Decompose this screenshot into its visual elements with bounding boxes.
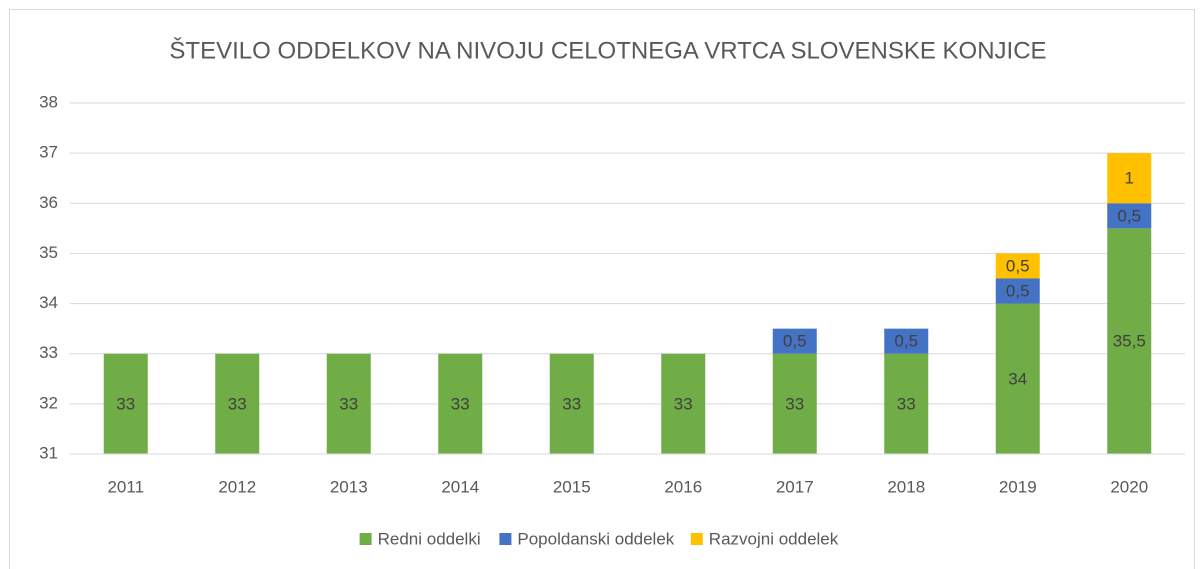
- y-tick-label: 37: [39, 143, 58, 162]
- bar-segment: [995, 278, 1040, 304]
- legend-swatch: [690, 533, 703, 545]
- bar-segment: [995, 253, 1040, 279]
- y-tick-label: 36: [39, 193, 58, 212]
- bar-segment: [772, 328, 817, 354]
- data-label: 33: [451, 394, 470, 413]
- bar-segment: [326, 353, 371, 454]
- bar-segment: [1107, 153, 1152, 204]
- x-tick-label: 2016: [664, 477, 702, 496]
- x-tick-label: 2017: [776, 477, 814, 496]
- chart-title: ŠTEVILO ODDELKOV NA NIVOJU CELOTNEGA VRT…: [169, 36, 1046, 64]
- bar-segment: [772, 353, 817, 454]
- x-tick-label: 2014: [441, 477, 479, 496]
- legend-label: Redni oddelki: [378, 529, 481, 548]
- y-tick-label: 33: [39, 343, 58, 362]
- data-label: 0,5: [783, 332, 807, 351]
- data-label: 0,5: [1006, 282, 1030, 301]
- data-label: 0,5: [1006, 256, 1030, 275]
- bar-segment: [995, 303, 1040, 454]
- x-tick-label: 2018: [887, 477, 925, 496]
- data-label: 33: [562, 394, 581, 413]
- y-tick-label: 32: [39, 393, 58, 412]
- bar-segment: [103, 353, 148, 454]
- legend-label: Razvojni oddelek: [709, 529, 839, 548]
- bar-segment: [215, 353, 260, 454]
- data-label: 35,5: [1113, 332, 1146, 351]
- data-label: 33: [897, 394, 916, 413]
- x-tick-label: 2015: [553, 477, 591, 496]
- data-label: 0,5: [1117, 206, 1141, 225]
- legend-swatch: [359, 533, 372, 545]
- x-tick-label: 2011: [107, 477, 144, 496]
- data-label: 33: [785, 394, 804, 413]
- bar-segment: [884, 328, 929, 354]
- x-tick-label: 2013: [330, 477, 368, 496]
- legend-label: Popoldanski oddelek: [517, 529, 674, 548]
- x-tick-label: 2012: [218, 477, 256, 496]
- y-tick-label: 31: [39, 443, 58, 462]
- y-tick-label: 34: [39, 293, 58, 312]
- bar-segment: [438, 353, 483, 454]
- data-label: 33: [116, 394, 135, 413]
- data-label: 33: [674, 394, 693, 413]
- bar-segment: [1107, 203, 1152, 229]
- x-tick-label: 2019: [999, 477, 1037, 496]
- data-label: 1: [1125, 169, 1134, 188]
- data-label: 34: [1008, 369, 1027, 388]
- bar-segment: [549, 353, 594, 454]
- y-tick-label: 38: [39, 92, 58, 111]
- legend-swatch: [499, 533, 512, 545]
- y-tick-label: 35: [39, 243, 58, 262]
- bar-segment: [661, 353, 706, 454]
- bar-segment: [1107, 228, 1152, 454]
- x-tick-label: 2020: [1110, 477, 1148, 496]
- data-label: 33: [339, 394, 358, 413]
- bar-segment: [884, 353, 929, 454]
- data-label: 0,5: [894, 332, 918, 351]
- data-label: 33: [228, 394, 247, 413]
